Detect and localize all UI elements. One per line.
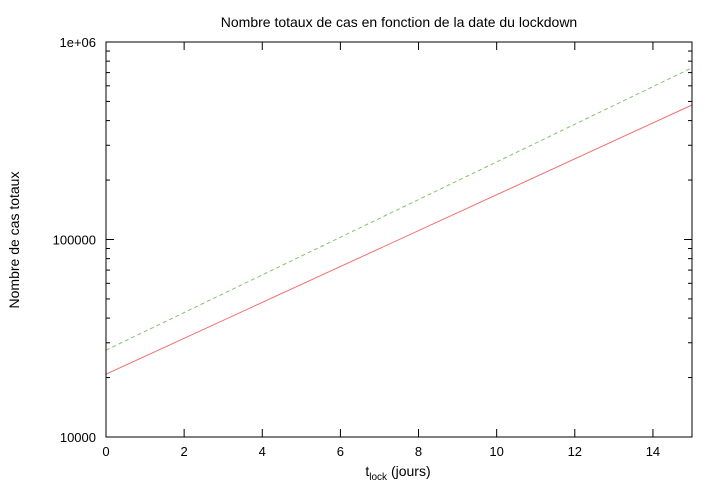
y-axis-label: Nombre de cas totaux bbox=[6, 172, 22, 309]
x-axis-label: tlock (jours) bbox=[365, 463, 430, 483]
x-axis-label-rest: (jours) bbox=[387, 463, 431, 479]
x-tick-label: 4 bbox=[259, 444, 266, 459]
ticks-layer: 0 2 4 6 8 10 12 14 10000 100000 1e+06 bbox=[53, 35, 692, 459]
x-tick-label: 10 bbox=[489, 444, 503, 459]
y-tick-label: 100000 bbox=[53, 233, 96, 248]
series-line-1 bbox=[105, 104, 693, 375]
x-tick-label: 8 bbox=[415, 444, 422, 459]
x-axis-label-subscript: lock bbox=[369, 472, 388, 483]
plot-frame bbox=[105, 41, 693, 438]
x-tick-label: 14 bbox=[646, 444, 660, 459]
x-tick-label: 2 bbox=[181, 444, 188, 459]
x-tick-label: 6 bbox=[337, 444, 344, 459]
series-line-2 bbox=[105, 67, 693, 351]
series-layer bbox=[105, 67, 693, 375]
x-tick-label: 12 bbox=[568, 444, 582, 459]
y-tick-label: 1e+06 bbox=[59, 35, 96, 50]
chart-title: Nombre totaux de cas en fonction de la d… bbox=[221, 14, 577, 30]
x-axis-label-main: t bbox=[365, 463, 369, 479]
y-tick-label: 10000 bbox=[60, 430, 96, 445]
x-tick-label: 0 bbox=[102, 444, 109, 459]
